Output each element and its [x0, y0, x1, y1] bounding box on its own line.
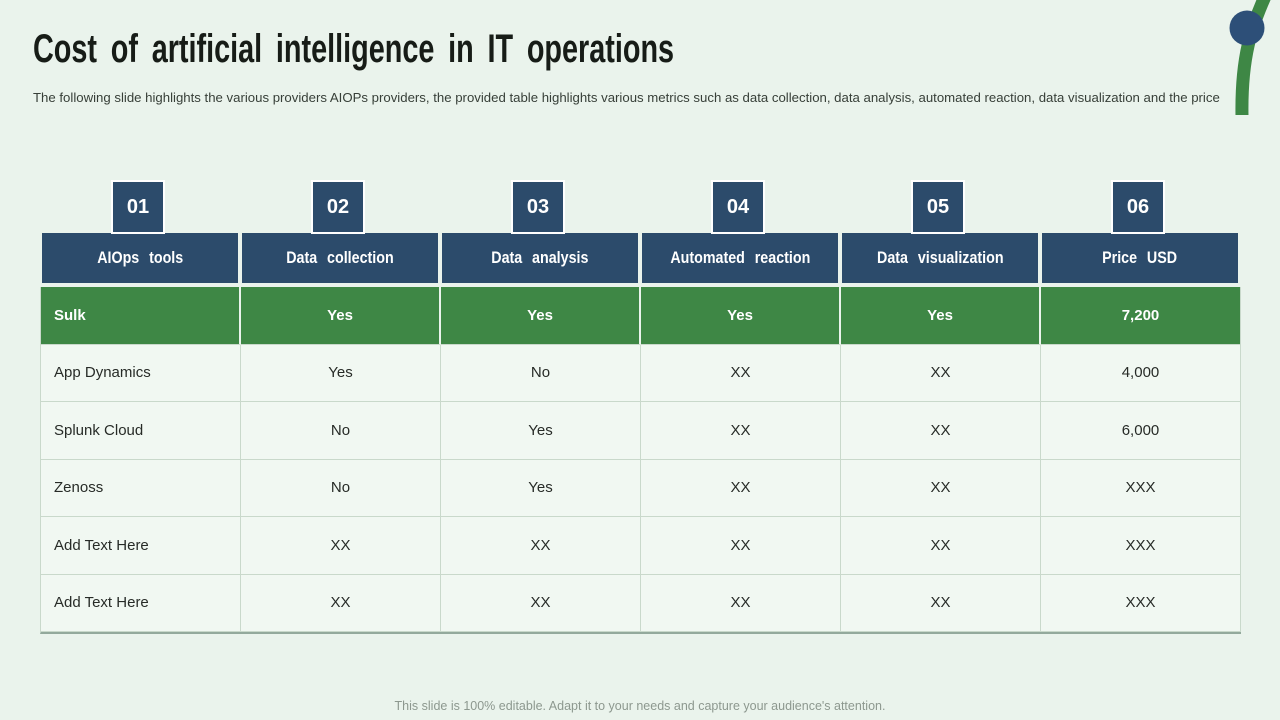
value-cell: XX	[641, 574, 841, 632]
value-cell: XX	[441, 517, 641, 575]
value-cell: XX	[441, 574, 641, 632]
value-cell: Yes	[441, 402, 641, 460]
value-cell: XX	[841, 459, 1041, 517]
value-cell: Yes	[241, 344, 441, 402]
page-title: Cost of artificial intelligence in IT op…	[33, 26, 923, 72]
table-header-label: Price USD	[1102, 248, 1178, 267]
logo-dot-icon	[1229, 10, 1265, 46]
row-label-cell: Sulk	[41, 287, 241, 345]
column-number-badge: 01	[111, 180, 165, 234]
column-number-badge: 05	[911, 180, 965, 234]
value-cell: XX	[641, 344, 841, 402]
column-number-badge: 06	[1111, 180, 1165, 234]
value-cell: XX	[641, 517, 841, 575]
value-cell: 7,200	[1041, 287, 1241, 345]
row-label-cell: Zenoss	[41, 459, 241, 517]
value-cell: XX	[241, 517, 441, 575]
value-cell: XX	[241, 574, 441, 632]
row-label-cell: Splunk Cloud	[41, 402, 241, 460]
brand-logo	[1155, 0, 1280, 117]
value-cell: Yes	[241, 287, 441, 345]
value-cell: No	[241, 459, 441, 517]
footer-note: This slide is 100% editable. Adapt it to…	[394, 699, 886, 713]
value-cell: 4,000	[1041, 344, 1241, 402]
value-cell: Yes	[441, 287, 641, 345]
column-number-badge: 02	[311, 180, 365, 234]
value-cell: XX	[841, 402, 1041, 460]
table-header-label: Data visualization	[876, 248, 1004, 267]
table-header-label: Automated reaction	[670, 248, 810, 267]
value-cell: XX	[641, 459, 841, 517]
value-cell: XXX	[1041, 517, 1241, 575]
brand-logo-graphic	[1229, 0, 1271, 117]
value-cell: XX	[841, 517, 1041, 575]
table-body: Sulk Yes Yes Yes Yes 7,200 App Dynamics Yes No XX…	[40, 287, 1241, 634]
value-cell: Yes	[441, 459, 641, 517]
value-cell: No	[441, 344, 641, 402]
value-cell: 6,000	[1041, 402, 1241, 460]
table-header-cell: Data analysis	[442, 233, 638, 283]
value-cell: XXX	[1041, 459, 1241, 517]
table-header-label: AIOps tools	[96, 248, 184, 267]
column-number-badge: 04	[711, 180, 765, 234]
row-label-cell: Add Text Here	[41, 574, 241, 632]
table-header-label: Data analysis	[491, 248, 589, 267]
column-number-badge: 03	[511, 180, 565, 234]
table-header-cell: AIOps tools	[42, 233, 238, 283]
value-cell: XXX	[1041, 574, 1241, 632]
table-header-cell: Data collection	[242, 233, 438, 283]
row-label-cell: Add Text Here	[41, 517, 241, 575]
value-cell: XX	[641, 402, 841, 460]
table-header-cell: Automated reaction	[642, 233, 838, 283]
value-cell: Yes	[641, 287, 841, 345]
slide-subtitle: The following slide highlights the vario…	[33, 90, 1220, 105]
value-cell: No	[241, 402, 441, 460]
table-header-label: Data collection	[286, 248, 394, 267]
value-cell: Yes	[841, 287, 1041, 345]
row-label-cell: App Dynamics	[41, 344, 241, 402]
value-cell: XX	[841, 574, 1041, 632]
value-cell: XX	[841, 344, 1041, 402]
table-header-cell: Price USD	[1042, 233, 1238, 283]
table-header-cell: Data visualization	[842, 233, 1038, 283]
page-title-text: Cost of artificial intelligence in IT op…	[33, 27, 675, 71]
